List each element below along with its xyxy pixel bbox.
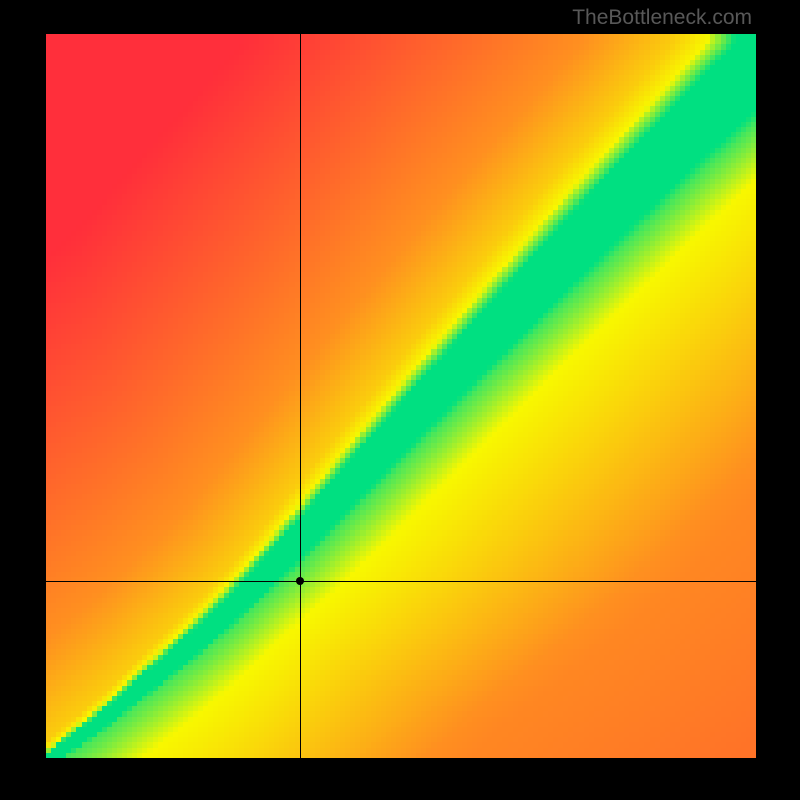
bottleneck-heatmap — [46, 34, 756, 758]
watermark-text: TheBottleneck.com — [572, 6, 752, 30]
crosshair-horizontal — [0, 581, 800, 582]
crosshair-vertical — [300, 0, 301, 800]
